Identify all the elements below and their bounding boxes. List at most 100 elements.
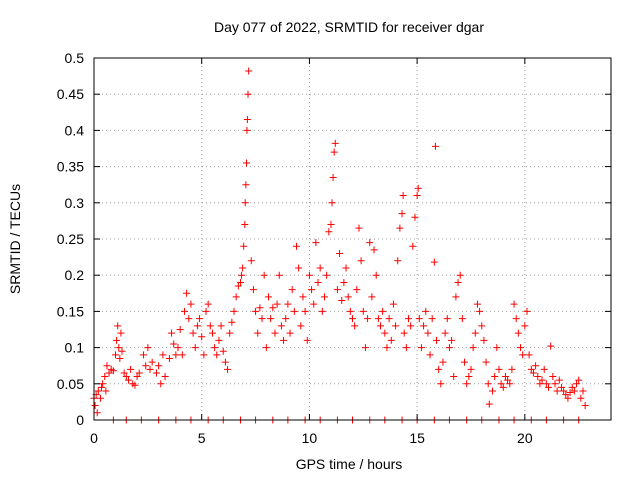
data-point <box>575 376 583 384</box>
data-point <box>273 300 281 308</box>
data-point <box>275 271 283 279</box>
data-point <box>144 344 152 352</box>
data-point <box>318 307 326 315</box>
data-point <box>290 307 298 315</box>
data-point <box>564 394 572 402</box>
data-point <box>480 336 488 344</box>
data-point <box>105 369 113 377</box>
data-point <box>458 315 466 323</box>
data-point <box>202 307 210 315</box>
x-tick-label: 15 <box>409 430 425 446</box>
data-point <box>180 307 188 315</box>
data-point <box>426 351 434 359</box>
data-point <box>241 199 249 207</box>
data-point <box>269 304 277 312</box>
x-tick-label: 0 <box>90 430 98 446</box>
data-point <box>506 380 514 388</box>
data-point <box>452 293 460 301</box>
data-point <box>402 344 410 352</box>
data-point <box>527 365 535 373</box>
data-point <box>277 322 285 330</box>
data-point <box>206 322 214 330</box>
data-point <box>243 159 251 167</box>
data-point <box>443 315 451 323</box>
data-point <box>553 387 561 395</box>
data-point <box>142 362 150 370</box>
data-point <box>497 380 505 388</box>
data-point <box>327 221 335 229</box>
data-point <box>198 333 206 341</box>
data-point <box>122 373 130 381</box>
data-point <box>346 307 354 315</box>
data-point <box>260 271 268 279</box>
chart-title: Day 077 of 2022, SRMTID for receiver dga… <box>214 19 484 35</box>
data-point <box>238 271 246 279</box>
data-point <box>133 373 141 381</box>
data-point <box>573 380 581 388</box>
data-point <box>264 293 272 301</box>
data-point <box>336 249 344 257</box>
data-point <box>489 387 497 395</box>
data-point <box>170 340 178 348</box>
data-point <box>417 344 425 352</box>
data-point <box>424 329 432 337</box>
data-point <box>536 380 544 388</box>
data-point <box>320 293 328 301</box>
data-point <box>236 278 244 286</box>
data-point <box>165 354 173 362</box>
data-point <box>329 173 337 181</box>
data-point <box>482 358 490 366</box>
data-point <box>112 351 120 359</box>
data-point <box>394 257 402 265</box>
data-point <box>204 300 212 308</box>
data-point <box>288 286 296 294</box>
y-tick-label: 0.05 <box>57 376 84 392</box>
data-point <box>120 369 128 377</box>
data-point <box>414 184 422 192</box>
data-point <box>351 322 359 330</box>
data-point <box>333 286 341 294</box>
data-point <box>98 383 106 391</box>
data-point <box>310 300 318 308</box>
data-point <box>240 242 248 250</box>
data-point <box>299 293 307 301</box>
data-point <box>557 383 565 391</box>
data-point <box>178 351 186 359</box>
data-point <box>284 300 292 308</box>
data-point <box>234 282 242 290</box>
data-point <box>353 286 361 294</box>
points-layer <box>90 67 589 424</box>
data-point <box>529 369 537 377</box>
data-point <box>187 300 195 308</box>
y-tick-label: 0.35 <box>57 159 84 175</box>
data-point <box>439 358 447 366</box>
data-point <box>140 351 148 359</box>
data-point <box>226 329 234 337</box>
data-point <box>349 315 356 323</box>
data-point <box>473 300 481 308</box>
x-tick-label: 20 <box>517 430 533 446</box>
data-point <box>262 344 270 352</box>
data-point <box>568 383 576 391</box>
data-point <box>330 148 338 156</box>
data-point <box>303 336 311 344</box>
data-point <box>545 383 553 391</box>
data-point <box>456 271 464 279</box>
data-point <box>183 289 191 297</box>
data-point <box>441 329 449 337</box>
data-point <box>338 297 346 305</box>
data-point <box>115 344 123 352</box>
data-point <box>146 365 154 373</box>
x-tick-label: 10 <box>302 430 318 446</box>
data-point <box>485 400 493 408</box>
data-point <box>109 367 117 375</box>
data-point <box>387 336 395 344</box>
data-point <box>215 336 223 344</box>
data-point <box>361 344 369 352</box>
data-point <box>127 365 135 373</box>
data-point <box>504 376 512 384</box>
data-point <box>523 307 531 315</box>
data-point <box>96 394 104 402</box>
data-point <box>366 239 374 247</box>
